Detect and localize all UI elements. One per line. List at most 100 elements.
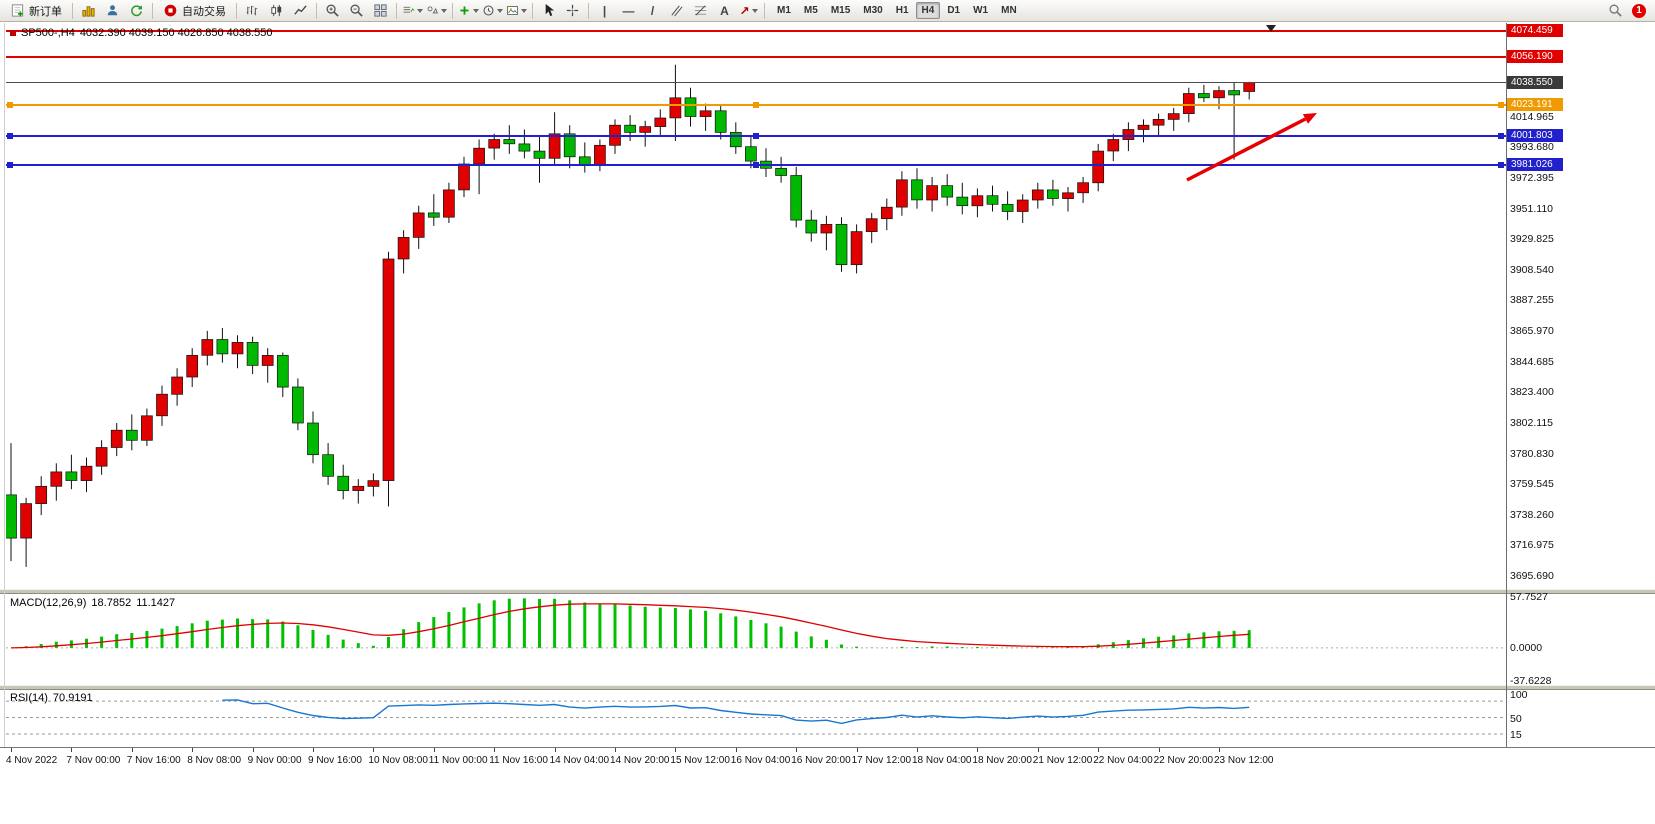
price-scale-separator (1506, 23, 1507, 748)
candlestick-chart-icon[interactable] (265, 1, 288, 20)
timeframe-group: M1 M5 M15 M30 H1 H4 D1 W1 MN (771, 2, 1023, 19)
time-tick (313, 748, 314, 752)
notification-badge[interactable]: 1 (1632, 3, 1646, 18)
chevron-down-icon (417, 8, 423, 13)
time-tick (192, 748, 194, 752)
price-axis-label: 4014.965 (1510, 110, 1554, 123)
price-line-tag: 4023.191 (1507, 97, 1563, 111)
objects-list-icon[interactable] (425, 1, 448, 20)
time-label: 7 Nov 00:00 (66, 755, 121, 766)
toolbar-separator (396, 2, 397, 19)
toolbar-right-group: 1 (1604, 1, 1651, 20)
indicators-list-icon[interactable] (401, 1, 424, 20)
price-axis-label: 3993.680 (1510, 141, 1554, 154)
timeframe-button-h1[interactable]: H1 (890, 2, 915, 19)
timeframe-button-m15[interactable]: M15 (825, 2, 856, 19)
price-line-tag: 4056.190 (1507, 50, 1563, 64)
timeframe-button-w1[interactable]: W1 (967, 2, 994, 19)
timeframe-button-h4[interactable]: H4 (915, 2, 941, 19)
price-line-tag: 4038.550 (1507, 75, 1563, 89)
crosshair-icon[interactable] (561, 1, 584, 20)
cursor-icon[interactable] (537, 1, 560, 20)
time-tick (675, 748, 677, 752)
macd-value-main: 18.7852 (91, 597, 132, 609)
toolbar-separator (588, 2, 589, 19)
templates-icon[interactable] (505, 1, 528, 20)
new-order-button[interactable]: 新订单 (4, 1, 68, 20)
line-chart-icon[interactable] (289, 1, 312, 20)
time-tick (796, 748, 798, 752)
timeframe-button-mn[interactable]: MN (995, 2, 1023, 19)
price-axis-label: 3759.545 (1510, 478, 1554, 491)
vertical-line-icon[interactable]: | (593, 1, 616, 20)
title-marker-icon (10, 30, 16, 36)
chevron-down-icon (441, 8, 447, 13)
timeframe-button-m1[interactable]: M1 (771, 2, 797, 19)
price-axis-label: 3929.825 (1510, 233, 1554, 246)
time-label: 10 Nov 08:00 (368, 755, 428, 766)
time-label: 21 Nov 12:00 (1032, 755, 1093, 766)
rsi-label: RSI(14) 70.9191 (10, 692, 93, 704)
price-axis-label: 3716.975 (1510, 539, 1554, 552)
toolbar-separator (152, 2, 153, 19)
chevron-down-icon (751, 8, 758, 13)
time-label: 8 Nov 08:00 (187, 755, 242, 766)
time-axis-border (0, 747, 1655, 748)
periods-clock-icon[interactable] (481, 1, 504, 20)
tile-windows-icon[interactable] (369, 1, 392, 20)
time-tick (71, 748, 73, 752)
rsi-plot (6, 699, 1506, 735)
fibonacci-icon[interactable] (689, 1, 712, 20)
market-watch-icon[interactable] (101, 1, 124, 20)
time-label: 16 Nov 04:00 (730, 755, 791, 766)
candlestick-plot (6, 64, 1256, 567)
trendline-icon[interactable]: / (641, 1, 664, 20)
time-label: 18 Nov 04:00 (912, 755, 972, 766)
price-axis-label: 3908.540 (1510, 263, 1554, 276)
price-axis-label: 3695.690 (1510, 570, 1554, 582)
add-indicator-icon[interactable] (457, 1, 480, 20)
horizontal-line-icon[interactable]: — (617, 1, 640, 20)
search-icon[interactable] (1604, 1, 1627, 20)
time-tick (1219, 748, 1220, 752)
time-tick (554, 748, 556, 752)
timeframe-button-m5[interactable]: M5 (798, 2, 824, 19)
arrows-tool-icon[interactable]: ↗ (737, 1, 760, 20)
time-tick (917, 748, 918, 752)
time-label: 11 Nov 16:00 (489, 755, 548, 766)
channel-icon[interactable] (665, 1, 688, 20)
price-line-tag: 3981.026 (1507, 158, 1563, 172)
time-tick (1098, 748, 1100, 752)
toolbar-separator (764, 2, 765, 19)
macd-name: MACD(12,26,9) (10, 597, 87, 609)
panel-divider[interactable] (0, 589, 1655, 594)
timeframe-button-m30[interactable]: M30 (857, 2, 888, 19)
text-tool-icon[interactable]: A (713, 1, 736, 20)
toolbar-separator (532, 2, 533, 19)
price-line-tag: 4001.803 (1507, 128, 1563, 142)
autotrading-button[interactable]: 自动交易 (157, 1, 232, 20)
bar-chart-icon[interactable] (241, 1, 264, 20)
price-axis-label: 3972.395 (1510, 171, 1554, 184)
macd-value-signal: 11.1427 (136, 597, 176, 609)
toolbar-separator (452, 2, 453, 19)
zoom-in-icon[interactable] (321, 1, 344, 20)
timeframe-button-d1[interactable]: D1 (941, 2, 966, 19)
time-tick (856, 748, 858, 752)
zoom-out-icon[interactable] (345, 1, 368, 20)
price-axis-label: 3823.400 (1510, 386, 1554, 399)
toolbar: 新订单 自动交易 | — / A (0, 0, 1655, 22)
chart-ohlc-values: 4032.390 4039.150 4026.850 4038.550 (79, 27, 273, 39)
time-label: 4 Nov 2022 (6, 755, 58, 766)
refresh-icon[interactable] (125, 1, 148, 20)
panel-divider[interactable] (0, 685, 1655, 690)
time-tick (1037, 748, 1039, 752)
time-tick (735, 748, 737, 752)
charts-icon[interactable] (77, 1, 100, 20)
price-axis-label: 3865.970 (1510, 325, 1554, 337)
new-order-label: 新订单 (29, 5, 62, 18)
toolbar-separator (72, 2, 73, 19)
chart-shift-marker[interactable] (1266, 25, 1276, 32)
macd-label: MACD(12,26,9) 18.7852 11.1427 (10, 597, 175, 609)
